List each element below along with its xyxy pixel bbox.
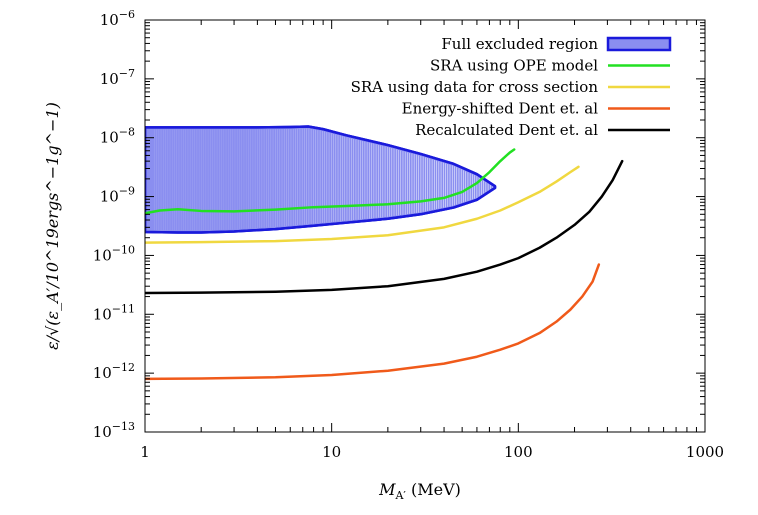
y-tick-label: 10−8 [100,126,135,147]
x-tick-label: 10 [322,443,341,461]
x-tick-label: 100 [504,443,533,461]
plot-area [145,125,624,381]
x-axis-label-main: M [378,480,396,499]
legend-label: Recalculated Dent et. al [415,121,598,139]
x-axis-label: MA′ (MeV) [378,480,461,502]
excluded-region-outline [145,125,497,234]
y-axis-label: ε/√(ε_A′/10^19ergs^−1g^−1) [43,102,62,350]
legend-label: Full excluded region [441,35,598,53]
series-line-4 [145,159,624,295]
legend: Full excluded region SRA using OPE model S… [351,35,672,139]
series-line-1 [145,148,516,215]
y-tick-label: 10−13 [93,420,135,441]
legend-label: SRA using data for cross section [351,78,599,96]
x-axis-label-subscript: A′ [394,489,406,502]
plot-frame [144,19,706,433]
legend-label: SRA using OPE model [430,57,598,75]
y-tick-label: 10−7 [100,67,135,88]
series-line-3 [145,263,601,381]
series-line-2 [145,165,580,244]
axis-ticks [144,19,706,433]
axis-tick-labels: 1 10 100 1000 10−13 10−12 10−11 10−10 10−9 10−8 10… [93,8,724,461]
y-tick-label: 10−11 [93,302,135,323]
x-tick-label: 1 [140,443,150,461]
y-tick-label: 10−12 [93,361,135,382]
legend-key-region [606,36,672,52]
legend-label: Energy-shifted Dent et. al [402,100,599,118]
x-axis-label-unit: (MeV) [406,480,461,499]
y-tick-label: 10−6 [100,8,135,29]
x-tick-label: 1000 [686,443,724,461]
y-tick-label: 10−9 [100,185,135,206]
y-tick-label: 10−10 [93,243,135,264]
